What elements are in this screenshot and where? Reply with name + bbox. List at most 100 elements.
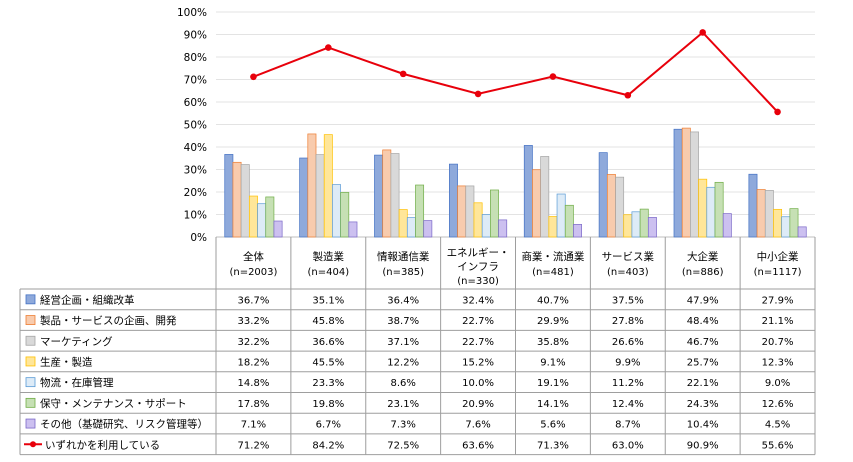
bar bbox=[548, 216, 558, 238]
line-series bbox=[253, 31, 779, 113]
legend-label: 製品・サービスの企画、開発 bbox=[40, 314, 177, 327]
data-label: 12.6% bbox=[762, 399, 794, 410]
data-label: 14.8% bbox=[238, 378, 270, 389]
data-label: 12.4% bbox=[612, 399, 644, 410]
legend-swatch bbox=[25, 315, 36, 325]
data-label: 90.9% bbox=[687, 440, 719, 451]
bar bbox=[248, 195, 258, 238]
data-label: 32.2% bbox=[238, 337, 270, 348]
bar bbox=[623, 214, 633, 238]
data-label: 8.6% bbox=[390, 378, 415, 389]
bar bbox=[265, 196, 275, 238]
bar bbox=[315, 154, 325, 238]
bar bbox=[564, 204, 574, 238]
data-label: 7.3% bbox=[390, 420, 415, 431]
data-label: 20.7% bbox=[762, 337, 794, 348]
bar bbox=[722, 213, 732, 238]
bar bbox=[673, 128, 683, 238]
data-label: 15.2% bbox=[462, 357, 494, 368]
data-label: 72.5% bbox=[387, 440, 419, 451]
y-tick-label: 0% bbox=[190, 232, 207, 244]
data-label: 37.5% bbox=[612, 295, 644, 306]
category-n: (n=403) bbox=[607, 267, 649, 278]
data-label: 84.2% bbox=[312, 440, 344, 451]
line-point bbox=[699, 29, 706, 36]
legend-marker bbox=[30, 441, 36, 448]
bar bbox=[523, 145, 533, 238]
data-label: 36.7% bbox=[238, 295, 270, 306]
bar bbox=[273, 220, 283, 238]
data-label: 6.7% bbox=[316, 420, 341, 431]
data-label: 45.8% bbox=[312, 316, 344, 327]
bar bbox=[457, 185, 467, 238]
data-label: 47.9% bbox=[687, 295, 719, 306]
bar bbox=[257, 203, 267, 238]
bar bbox=[340, 192, 350, 238]
data-label: 22.7% bbox=[462, 337, 494, 348]
bar bbox=[532, 169, 541, 238]
bar bbox=[382, 149, 392, 238]
data-label: 19.1% bbox=[537, 378, 569, 389]
data-label: 9.9% bbox=[615, 357, 640, 368]
data-label: 27.8% bbox=[612, 316, 644, 327]
legend-swatch bbox=[25, 397, 36, 408]
bar bbox=[323, 134, 333, 238]
data-label: 38.7% bbox=[387, 316, 419, 327]
bar bbox=[748, 173, 758, 238]
y-tick-label: 100% bbox=[177, 7, 207, 19]
category-n: (n=481) bbox=[532, 267, 574, 278]
bar bbox=[681, 127, 691, 238]
data-label: 10.0% bbox=[462, 378, 494, 389]
bar bbox=[498, 219, 508, 238]
bar bbox=[423, 220, 433, 238]
data-label: 22.1% bbox=[687, 378, 719, 389]
bar bbox=[639, 208, 649, 238]
line-point bbox=[774, 108, 781, 116]
legend-label: いずれかを利用している bbox=[45, 439, 160, 451]
data-label: 22.7% bbox=[462, 316, 494, 327]
data-label: 10.4% bbox=[687, 420, 719, 431]
bar bbox=[232, 161, 242, 238]
bar bbox=[473, 202, 483, 238]
data-label: 32.4% bbox=[462, 295, 494, 306]
category-label: 製造業 bbox=[313, 250, 345, 263]
bar bbox=[240, 164, 250, 238]
data-label: 29.9% bbox=[537, 316, 569, 327]
data-label: 71.3% bbox=[537, 440, 569, 451]
y-tick-label: 80% bbox=[184, 52, 207, 64]
bar bbox=[481, 214, 491, 238]
bar bbox=[647, 217, 657, 238]
data-label: 37.1% bbox=[387, 337, 419, 348]
data-label: 4.5% bbox=[765, 420, 790, 431]
bar bbox=[299, 157, 309, 238]
bar bbox=[224, 154, 234, 238]
data-label: 21.1% bbox=[762, 316, 794, 327]
bar bbox=[406, 217, 416, 238]
bar bbox=[374, 154, 384, 238]
legend-label: マーケティング bbox=[40, 335, 113, 348]
data-label: 26.6% bbox=[612, 337, 644, 348]
data-label: 45.5% bbox=[312, 357, 344, 368]
data-label: 25.7% bbox=[687, 357, 719, 368]
bar bbox=[756, 189, 766, 238]
bar bbox=[773, 208, 783, 238]
bar bbox=[398, 209, 408, 238]
data-label: 12.3% bbox=[762, 357, 794, 368]
bar bbox=[615, 176, 625, 238]
bar bbox=[797, 226, 807, 238]
y-tick-label: 50% bbox=[184, 120, 207, 132]
data-label: 20.9% bbox=[462, 399, 494, 410]
data-label: 23.3% bbox=[312, 378, 344, 389]
data-label: 14.1% bbox=[537, 399, 569, 410]
bar bbox=[781, 216, 791, 238]
legend-label: 物流・在庫管理 bbox=[40, 376, 114, 389]
bar bbox=[307, 133, 317, 238]
line-point bbox=[250, 73, 257, 81]
data-label: 11.2% bbox=[612, 378, 644, 389]
data-label: 63.6% bbox=[462, 440, 494, 451]
category-label: 大企業 bbox=[687, 250, 719, 263]
y-tick-label: 30% bbox=[184, 165, 207, 177]
bar bbox=[573, 224, 582, 238]
bar bbox=[706, 186, 716, 238]
bar bbox=[332, 184, 341, 238]
